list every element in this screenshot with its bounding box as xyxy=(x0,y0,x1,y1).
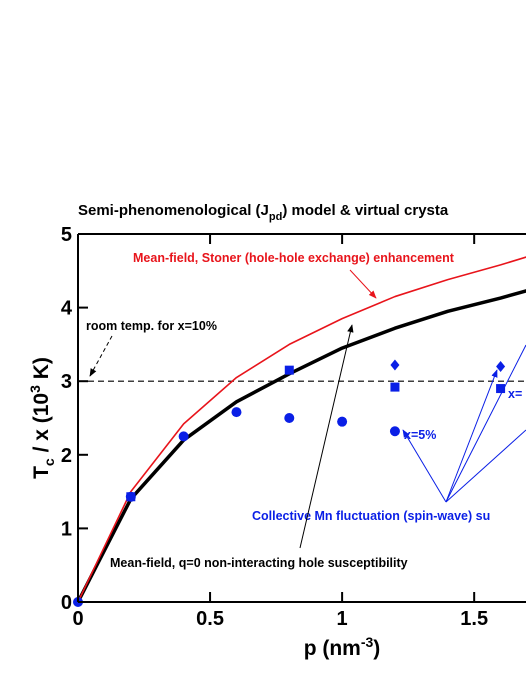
annotation: x=5% xyxy=(404,428,436,442)
x-axis-label: p (nm-3) xyxy=(304,634,381,660)
y-tick-label: 1 xyxy=(61,518,72,540)
point xyxy=(337,416,348,427)
arrow xyxy=(402,429,447,503)
annotation: x= xyxy=(508,387,522,401)
y-tick-label: 2 xyxy=(61,445,72,467)
arrow xyxy=(89,335,113,377)
series-line xyxy=(76,289,526,603)
annotation: room temp. for x=10% xyxy=(86,319,217,333)
annotation: Mean-field, q=0 non-interacting hole sus… xyxy=(110,556,408,570)
point xyxy=(496,384,506,394)
point xyxy=(284,365,294,375)
x-tick-label: 0 xyxy=(72,608,83,630)
point xyxy=(126,492,136,502)
point xyxy=(390,382,400,392)
arrow xyxy=(445,344,526,503)
arrow xyxy=(445,369,498,503)
x-tick-label: 1.5 xyxy=(460,608,488,630)
annotation: Collective Mn fluctuation (spin-wave) su xyxy=(252,509,490,523)
point xyxy=(284,413,295,423)
point xyxy=(389,426,400,437)
x-tick-label: 1 xyxy=(337,608,348,630)
y-tick-label: 0 xyxy=(61,592,72,614)
y-tick-label: 4 xyxy=(61,298,73,320)
arrow xyxy=(299,324,354,549)
y-axis-label: Tc / x (103 K) xyxy=(27,357,57,479)
series-line xyxy=(77,256,526,603)
y-tick-label: 3 xyxy=(61,371,72,393)
point xyxy=(231,407,242,418)
chart-title: Semi-phenomenological (Jpd) model & virt… xyxy=(78,202,449,223)
arrow xyxy=(445,429,526,503)
point xyxy=(496,360,506,372)
arrow xyxy=(349,269,377,299)
y-tick-label: 5 xyxy=(61,224,72,246)
x-tick-label: 0.5 xyxy=(196,608,224,630)
annotation: Mean-field, Stoner (hole-hole exchange) … xyxy=(133,251,455,265)
point xyxy=(390,359,400,371)
point xyxy=(178,431,189,442)
